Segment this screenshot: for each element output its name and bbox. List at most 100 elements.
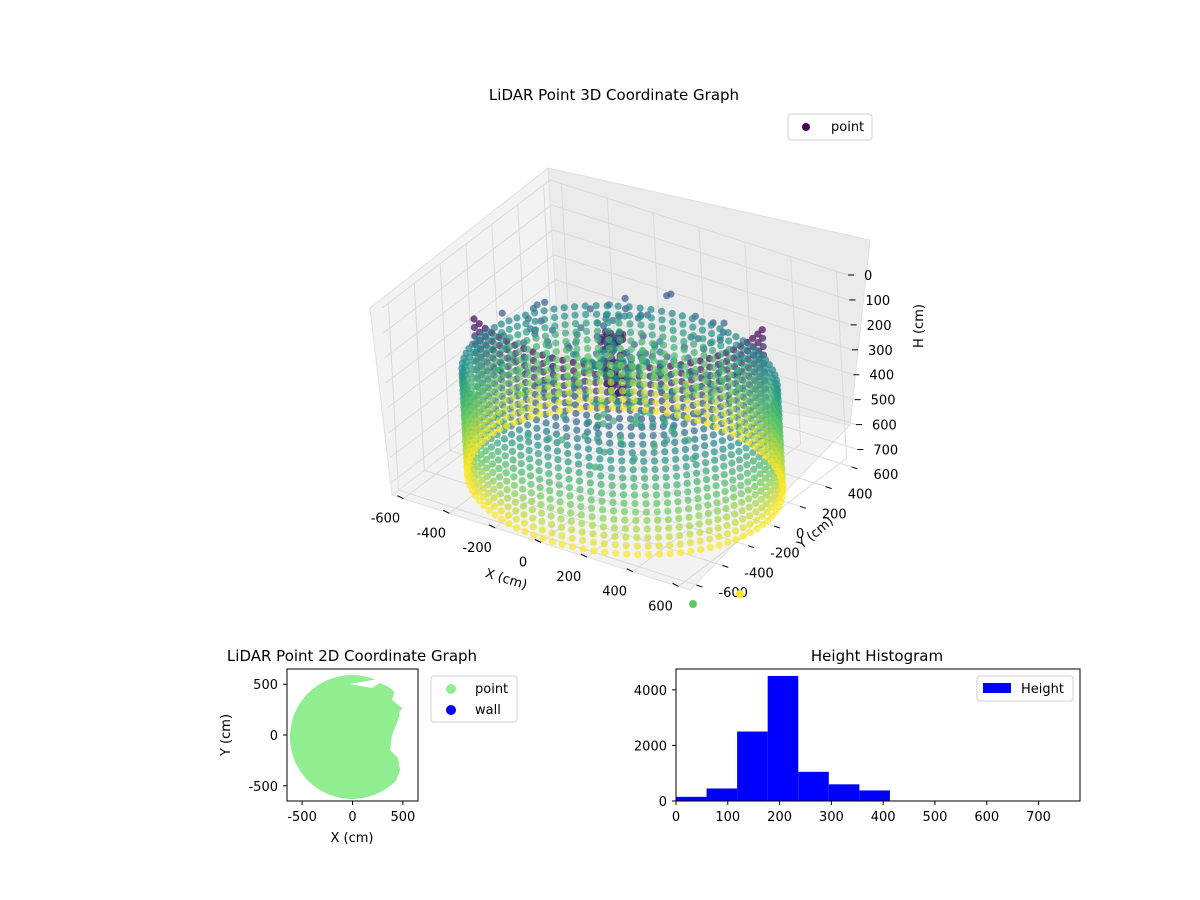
scatter-point (723, 521, 731, 530)
scatter-point (517, 382, 525, 390)
scatter-point (686, 539, 695, 547)
scatter-point (481, 382, 489, 390)
scatter-point (515, 356, 523, 364)
tick-label: 600 (872, 419, 897, 434)
scatter-point (771, 462, 779, 470)
scatter-point (619, 482, 627, 490)
gridline (606, 198, 618, 386)
y-axis-label-2d: Y (cm) (219, 714, 234, 757)
scatter-point (632, 525, 641, 533)
scatter-point (565, 483, 574, 491)
gridline (836, 271, 848, 459)
scatter-point (525, 438, 533, 446)
scatter-point (711, 397, 719, 405)
scatter-point (718, 437, 727, 445)
scatter-point (603, 302, 611, 310)
scatter-point (643, 525, 651, 533)
scatter-point (535, 394, 543, 402)
legend-marker-wall (446, 705, 456, 715)
scatter-point (741, 379, 750, 387)
scatter-point (708, 346, 717, 355)
scatter-point (487, 387, 495, 395)
scatter-point (658, 316, 666, 324)
scatter-point (518, 468, 526, 476)
scatter-point (698, 318, 706, 326)
histogram-title: Height Histogram (811, 647, 943, 665)
scatter-point (728, 468, 736, 476)
scatter-point (554, 381, 562, 389)
legend-label-height: Height (1021, 682, 1064, 697)
scatter-point (734, 366, 742, 375)
scatter-point (724, 329, 732, 337)
scatter-point (749, 457, 757, 465)
scatter-point (554, 464, 562, 472)
z-axis-3d: 0 100 200 300 400 500 600 700 (848, 269, 898, 459)
scatter-point (536, 410, 544, 419)
scatter-point (673, 489, 682, 497)
scatter-point (609, 417, 617, 425)
scatter-point (482, 399, 490, 407)
gridline (387, 303, 399, 491)
scatter-point (546, 495, 554, 503)
scatter-point (617, 361, 625, 370)
scatter-point (571, 303, 579, 311)
scatter-point (565, 397, 573, 405)
gridline (387, 279, 854, 409)
scatter-point (739, 524, 747, 532)
scatter-point (750, 474, 758, 482)
scatter-point (719, 376, 727, 384)
scatter-point (742, 396, 750, 404)
scatter-point (644, 534, 652, 542)
scatter-point (622, 542, 630, 550)
scatter-point (480, 365, 488, 373)
scatter-point (546, 408, 554, 417)
tick-label: 0 (519, 556, 527, 571)
scatter-point (585, 370, 593, 378)
scatter-point (533, 351, 541, 359)
scatter-point (535, 385, 543, 393)
scatter-point (539, 534, 547, 543)
scatter-point (717, 342, 725, 350)
scatter-point (532, 326, 540, 334)
scatter-point (478, 437, 487, 445)
scatter-point (564, 458, 572, 466)
tick-label: -600 (371, 512, 401, 527)
scatter-point (558, 532, 566, 540)
legend-3d: point (787, 113, 873, 141)
scatter-point (683, 405, 692, 413)
scatter-point (633, 412, 641, 420)
scatter-point (526, 387, 534, 396)
scatter-point (484, 481, 492, 489)
scatter-point (712, 482, 720, 490)
scatter-point (681, 354, 689, 362)
scatter-point (574, 452, 582, 460)
scatter-point (486, 370, 494, 378)
scatter-point (473, 416, 481, 424)
scatter-point (693, 478, 701, 486)
scatter-point (732, 333, 740, 341)
scatter-point (701, 442, 709, 450)
scatter-point (534, 441, 542, 449)
scatter-point (673, 403, 681, 411)
scatter-point (588, 521, 597, 529)
scatter-point (683, 397, 691, 405)
scatter-point (615, 319, 623, 327)
scatter-point (531, 309, 539, 317)
scatter-point (667, 290, 675, 298)
scatter-point (746, 512, 754, 520)
scatter-point (655, 533, 663, 541)
scatter-point (503, 422, 511, 430)
scatter-point (741, 371, 749, 379)
scatter-point (638, 338, 646, 346)
scatter-point (649, 348, 657, 356)
scatter-point (668, 427, 676, 435)
scatter-point (632, 517, 640, 525)
scatter-point (501, 396, 509, 404)
scatter-point (683, 471, 691, 479)
scatter-point (673, 394, 681, 402)
scatter-point (779, 488, 787, 496)
scatter-point (508, 385, 517, 393)
scatter-point (720, 392, 728, 401)
scatter-point (606, 353, 614, 361)
axes-histogram: 0 100 200 300 400 500 600 700 0 2000 4000 (634, 684, 1051, 825)
